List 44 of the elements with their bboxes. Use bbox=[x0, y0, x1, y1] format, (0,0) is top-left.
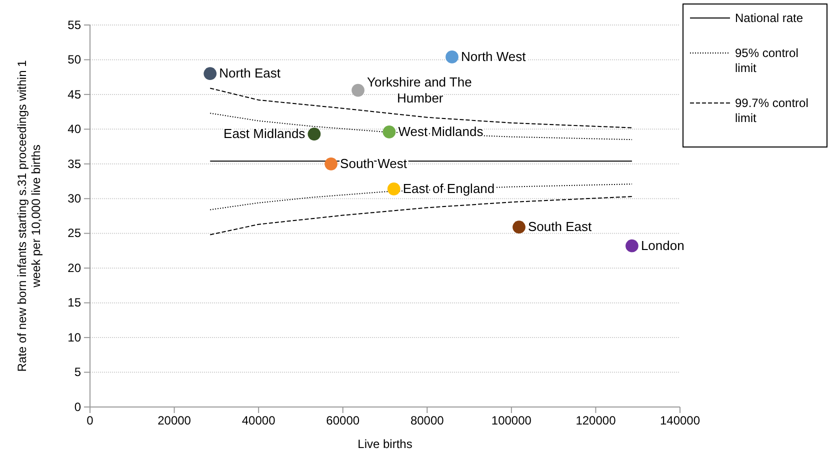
y-tick-label: 50 bbox=[68, 52, 82, 67]
point bbox=[382, 126, 396, 138]
y-tick-label: 20 bbox=[68, 260, 82, 275]
point bbox=[626, 239, 638, 252]
series-label: West Midlands bbox=[398, 124, 484, 139]
point bbox=[308, 128, 321, 140]
y-tick-label: 0 bbox=[74, 400, 82, 414]
point bbox=[204, 67, 217, 80]
legend-label: National rate bbox=[735, 11, 804, 25]
series-label: North East bbox=[219, 66, 281, 81]
point bbox=[352, 84, 364, 97]
series-label: Yorkshire and The Humber bbox=[367, 74, 472, 106]
x-tick-label: 140000 bbox=[660, 414, 700, 428]
legend-label: 99.7% control limit bbox=[735, 96, 808, 125]
line-series bbox=[210, 196, 632, 236]
x-tick-label: 80000 bbox=[410, 414, 444, 428]
y-tick-label: 5 bbox=[74, 365, 82, 380]
series-label: North West bbox=[461, 48, 526, 64]
y-tick-label: 45 bbox=[68, 87, 82, 102]
y-tick-label: 25 bbox=[68, 226, 82, 240]
x-tick-label: 100000 bbox=[491, 414, 532, 428]
x-tick-label: 40000 bbox=[242, 414, 276, 428]
point bbox=[446, 50, 458, 64]
y-tick-label: 55 bbox=[68, 18, 82, 32]
point bbox=[324, 157, 338, 170]
y-tick-label: 30 bbox=[68, 191, 82, 206]
series-label: East Midlands bbox=[224, 126, 306, 142]
y-tick-label: 35 bbox=[68, 156, 82, 171]
x-tick-label: 0 bbox=[86, 414, 94, 428]
line-series bbox=[210, 88, 632, 128]
y-tick-label: 10 bbox=[68, 330, 82, 344]
y-axis-title: Rate of new born infants starting s.31 proceedings within 1 week per 10,000 live births bbox=[15, 60, 43, 372]
y-tick-label: 15 bbox=[68, 296, 82, 310]
point bbox=[512, 220, 526, 234]
legend-label: 95% control limit bbox=[735, 46, 798, 75]
x-tick-label: 60000 bbox=[326, 414, 360, 428]
series-label: South East bbox=[528, 219, 592, 234]
x-tick-label: 120000 bbox=[576, 414, 616, 428]
y-tick-label: 40 bbox=[68, 122, 82, 136]
series-label: East of England bbox=[402, 180, 495, 196]
x-axis-title: Live births bbox=[358, 437, 412, 451]
point bbox=[387, 182, 400, 196]
x-tick-label: 20000 bbox=[158, 414, 192, 428]
series-label: London bbox=[640, 238, 684, 253]
